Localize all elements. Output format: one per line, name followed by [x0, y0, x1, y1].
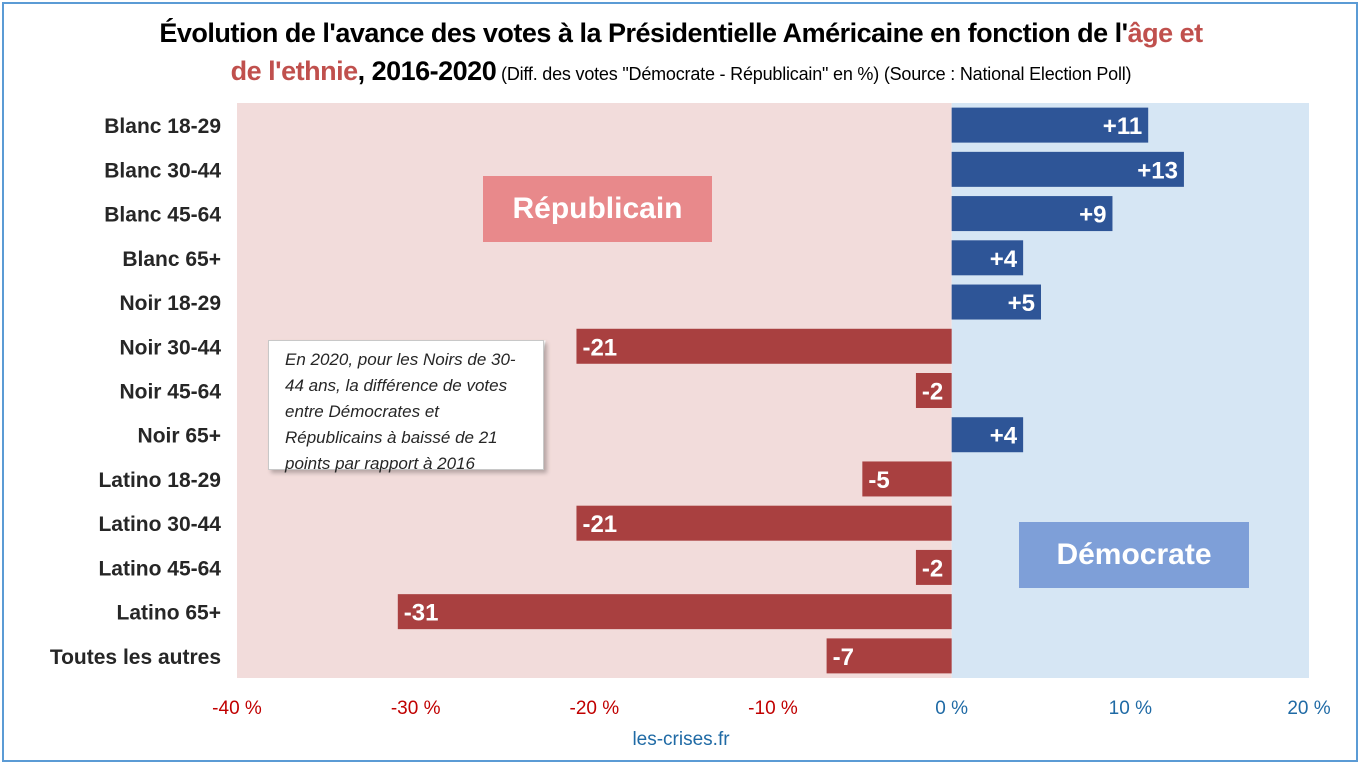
data-label: -21 [582, 334, 617, 361]
category-label: Noir 18-29 [119, 292, 221, 315]
bar [397, 594, 952, 630]
data-label: -2 [922, 379, 943, 406]
data-label: -21 [582, 511, 617, 538]
data-label: +11 [1103, 113, 1142, 140]
bar [826, 638, 952, 674]
x-tick-label: 20 % [1287, 698, 1330, 719]
data-label: +9 [1079, 202, 1106, 229]
x-tick-label: -10 % [748, 698, 798, 719]
bar [951, 107, 1149, 143]
x-tick-label: -20 % [570, 698, 620, 719]
bar [951, 240, 1024, 276]
bar [915, 549, 952, 585]
annotation-callout: En 2020, pour les Noirs de 30-44 ans, la… [268, 340, 544, 473]
title-subtitle: (Diff. des votes "Démocrate - Républicai… [496, 64, 1132, 84]
category-label: Blanc 65+ [122, 248, 221, 271]
data-label: -2 [922, 555, 943, 582]
x-tick-label: 10 % [1109, 698, 1152, 719]
source-credit: les-crises.fr [632, 729, 730, 750]
title-accent1: âge et [1127, 18, 1204, 48]
bar [862, 461, 952, 497]
x-tick-label: -40 % [212, 698, 262, 719]
category-label: Blanc 18-29 [104, 115, 221, 138]
category-label: Latino 30-44 [98, 513, 221, 536]
bar [951, 196, 1113, 232]
x-tick-label: -30 % [391, 698, 441, 719]
chart-title: Évolution de l'avance des votes à la Pré… [0, 14, 1362, 93]
bar [951, 284, 1041, 320]
title-part1: Évolution de l'avance des votes à la Pré… [159, 18, 1128, 48]
category-label: Latino 65+ [117, 602, 221, 625]
x-tick-label: 0 % [935, 698, 968, 719]
data-label: +4 [990, 423, 1018, 450]
democrat-zone-bg [951, 103, 1309, 678]
data-label: -31 [404, 600, 439, 627]
data-label: +4 [990, 246, 1018, 273]
data-label: -5 [868, 467, 889, 494]
bar [951, 151, 1184, 187]
data-label: +13 [1137, 157, 1178, 184]
bar [951, 417, 1024, 453]
bar [915, 373, 952, 408]
title-accent2: de l'ethnie [230, 56, 358, 86]
category-label: Latino 45-64 [98, 557, 221, 580]
category-label: Noir 45-64 [119, 381, 221, 404]
data-label: -7 [833, 644, 854, 671]
democrat-zone-label: Démocrate [1019, 522, 1249, 588]
category-label: Noir 65+ [138, 425, 221, 448]
data-label: +5 [1008, 290, 1035, 317]
bar [576, 328, 952, 364]
category-label: Noir 30-44 [119, 336, 221, 359]
category-label: Latino 18-29 [98, 469, 221, 492]
republican-zone-label: Républicain [483, 176, 712, 242]
title-part2: , 2016-2020 [357, 56, 497, 86]
category-label: Toutes les autres [50, 646, 221, 669]
category-label: Blanc 30-44 [104, 159, 221, 182]
bar [576, 505, 952, 541]
category-label: Blanc 45-64 [104, 204, 221, 227]
